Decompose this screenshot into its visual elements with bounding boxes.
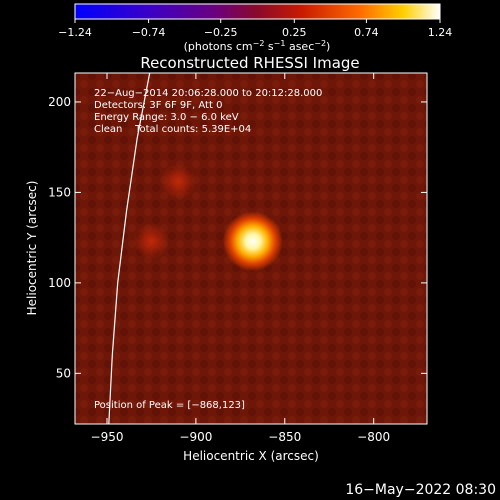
image-area <box>75 73 427 424</box>
x-tick-label: −800 <box>357 430 390 444</box>
annotation-line: Clean Total counts: 5.39E+04 <box>94 124 251 135</box>
colorbar-tick-label: −0.74 <box>132 26 166 39</box>
colorbar-scale <box>74 3 441 20</box>
y-tick-label: 200 <box>48 95 71 109</box>
secondary-source <box>160 163 197 200</box>
colorbar-ticks: −1.24 −0.74 −0.25 0.25 0.74 1.24 <box>58 19 452 39</box>
colorbar: −1.24 −0.74 −0.25 0.25 0.74 1.24 (photons cm−… <box>58 3 452 53</box>
colorbar-tick-label: 1.24 <box>428 26 453 39</box>
y-axis: 50 100 150 200 <box>48 95 427 380</box>
x-tick-label: −900 <box>179 430 212 444</box>
x-tick-label: −850 <box>268 430 301 444</box>
plot-frame <box>74 72 428 425</box>
annotation-line: Energy Range: 3.0 − 6.0 keV <box>94 112 239 123</box>
colorbar-tick-label: −0.25 <box>204 26 238 39</box>
y-axis-label: Heliocentric Y (arcsec) <box>25 181 39 316</box>
colorbar-tick-label: 0.25 <box>282 26 307 39</box>
annotations: 22−Aug−2014 20:06:28.000 to 20:12:28.000… <box>94 88 322 411</box>
peak-position-label: Position of Peak = [−868,123] <box>94 400 245 411</box>
y-tick-label: 100 <box>48 276 71 290</box>
peak-source <box>222 211 283 272</box>
x-axis-label: Heliocentric X (arcsec) <box>183 449 319 463</box>
colorbar-tick-label: 0.74 <box>354 26 379 39</box>
y-tick-label: 50 <box>56 366 71 380</box>
annotation-line: Detectors: 3F 6F 9F, Att 0 <box>94 100 222 111</box>
colorbar-tick-label: −1.24 <box>58 26 92 39</box>
annotation-line: 22−Aug−2014 20:06:28.000 to 20:12:28.000 <box>94 88 322 99</box>
chart-title: Reconstructed RHESSI Image <box>140 54 359 72</box>
footer-timestamp: 16−May−2022 08:30 <box>345 482 496 498</box>
x-axis: −950 −900 −850 −800 <box>91 73 390 444</box>
secondary-source <box>133 223 170 260</box>
x-tick-label: −950 <box>91 430 124 444</box>
solar-limb-curve <box>108 73 151 424</box>
sources-layer <box>133 163 283 272</box>
colorbar-units: (photons cm−2 s−1 asec−2) <box>184 39 331 53</box>
y-tick-label: 150 <box>48 185 71 199</box>
